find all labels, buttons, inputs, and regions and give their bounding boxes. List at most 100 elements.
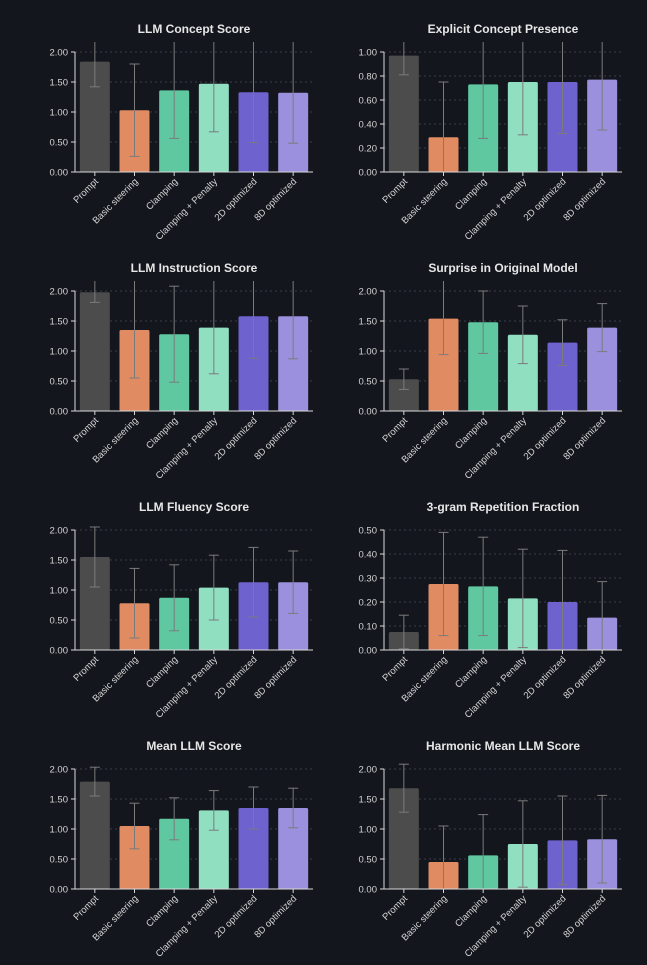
bar — [119, 826, 150, 889]
bar — [238, 808, 269, 889]
chart-title: Explicit Concept Presence — [428, 22, 579, 36]
y-tick-label: 0.50 — [359, 526, 378, 537]
y-tick-label: 2.00 — [50, 526, 69, 537]
y-tick-label: 1.50 — [50, 556, 69, 567]
y-tick-label: 0.50 — [359, 855, 378, 866]
chart-title: LLM Concept Score — [138, 22, 251, 36]
y-tick-label: 0.30 — [359, 574, 378, 585]
y-tick-label: 0.00 — [50, 407, 69, 418]
chart-title: LLM Instruction Score — [131, 261, 258, 275]
bar — [79, 781, 110, 889]
y-tick-label: 0.00 — [359, 885, 378, 896]
bar — [388, 788, 419, 889]
x-tick-label: Prompt — [72, 893, 102, 923]
x-tick-label: Prompt — [381, 176, 411, 206]
chart-panel: 3-gram Repetition Fraction 0.00 0.10 0.20 0.… — [359, 500, 622, 721]
y-tick-label: 0.00 — [50, 885, 69, 896]
x-tick-label: 8D optimized — [252, 654, 299, 701]
x-tick-label: 8D optimized — [561, 415, 608, 462]
x-tick-label: 8D optimized — [561, 654, 608, 701]
x-tick-label: Prompt — [381, 415, 411, 445]
bar — [388, 55, 419, 172]
y-tick-label: 0.20 — [359, 144, 378, 155]
x-tick-label: 8D optimized — [252, 176, 299, 223]
chart-panel: Harmonic Mean LLM Score 0.00 0.50 1.00 1.50 2… — [359, 739, 622, 960]
y-tick-label: 0.10 — [359, 622, 378, 633]
x-tick-label: 8D optimized — [561, 893, 608, 940]
x-tick-label: Clamping — [453, 415, 489, 451]
y-tick-label: 2.00 — [50, 765, 69, 776]
y-tick-label: 0.00 — [50, 646, 69, 657]
x-tick-label: Clamping — [144, 176, 180, 212]
y-tick-label: 1.00 — [50, 108, 69, 119]
bar — [428, 318, 459, 411]
x-tick-label: 8D optimized — [252, 893, 299, 940]
y-tick-label: 0.40 — [359, 120, 378, 131]
bar — [79, 61, 110, 172]
y-tick-label: 0.50 — [50, 377, 69, 388]
chart-title: LLM Fluency Score — [139, 500, 249, 514]
x-tick-label: 8D optimized — [252, 415, 299, 462]
bar — [278, 808, 309, 889]
x-tick-label: Clamping — [144, 893, 180, 929]
chart-panel: LLM Instruction Score 0.00 0.50 1.00 1.50 2.0… — [50, 261, 313, 482]
y-tick-label: 0.00 — [359, 646, 378, 657]
y-tick-label: 0.50 — [50, 138, 69, 149]
bar — [159, 818, 190, 889]
y-tick-label: 1.00 — [50, 825, 69, 836]
y-tick-label: 1.00 — [359, 347, 378, 358]
bar — [587, 327, 618, 411]
bar — [547, 342, 578, 411]
bar — [388, 379, 419, 411]
y-tick-label: 1.00 — [50, 586, 69, 597]
chart-panel: LLM Concept Score 0.00 0.50 1.00 1.50 2.00 Pro… — [50, 22, 313, 243]
y-tick-label: 1.00 — [359, 48, 378, 59]
y-tick-label: 2.00 — [359, 765, 378, 776]
x-tick-label: Clamping — [453, 893, 489, 929]
x-tick-label: Clamping — [453, 654, 489, 690]
bar — [238, 316, 269, 411]
y-tick-label: 1.50 — [359, 317, 378, 328]
chart-panel: Mean LLM Score 0.00 0.50 1.00 1.50 2.00 Prompt… — [50, 739, 313, 960]
bar — [278, 316, 309, 411]
y-tick-label: 0.00 — [50, 168, 69, 179]
chart-title: Surprise in Original Model — [428, 261, 577, 275]
chart-panel: LLM Fluency Score 0.00 0.50 1.00 1.50 2.00 Pro… — [50, 500, 313, 721]
y-tick-label: 1.50 — [50, 78, 69, 89]
x-tick-label: Prompt — [72, 415, 102, 445]
bar — [198, 810, 229, 889]
x-tick-label: Prompt — [381, 893, 411, 923]
chart-title: 3-gram Repetition Fraction — [427, 500, 580, 514]
y-tick-label: 0.50 — [50, 855, 69, 866]
chart-title: Harmonic Mean LLM Score — [426, 739, 580, 753]
y-tick-label: 0.00 — [359, 407, 378, 418]
x-tick-label: Clamping — [144, 415, 180, 451]
y-tick-label: 1.00 — [50, 347, 69, 358]
chart-panel: Explicit Concept Presence 0.00 0.20 0.40 0.6… — [359, 22, 622, 243]
x-tick-label: 8D optimized — [561, 176, 608, 223]
bar — [79, 557, 110, 650]
x-tick-label: Prompt — [72, 654, 102, 684]
chart-title: Mean LLM Score — [146, 739, 242, 753]
y-tick-label: 1.50 — [50, 317, 69, 328]
y-tick-label: 0.20 — [359, 598, 378, 609]
bar — [468, 322, 499, 411]
x-tick-label: Prompt — [381, 654, 411, 684]
x-tick-label: Clamping — [453, 176, 489, 212]
bar — [507, 334, 538, 411]
chart-panel: Surprise in Original Model 0.00 0.50 1.00 1.… — [359, 261, 622, 482]
y-tick-label: 2.00 — [50, 48, 69, 59]
y-tick-label: 2.00 — [359, 287, 378, 298]
y-tick-label: 0.80 — [359, 72, 378, 83]
y-tick-label: 1.50 — [50, 795, 69, 806]
bar — [79, 292, 110, 411]
y-tick-label: 0.40 — [359, 550, 378, 561]
y-tick-label: 1.50 — [359, 795, 378, 806]
y-tick-label: 0.50 — [359, 377, 378, 388]
x-tick-label: Prompt — [72, 176, 102, 206]
y-tick-label: 0.50 — [50, 616, 69, 627]
y-tick-label: 2.00 — [50, 287, 69, 298]
bar — [278, 582, 309, 650]
y-tick-label: 0.60 — [359, 96, 378, 107]
